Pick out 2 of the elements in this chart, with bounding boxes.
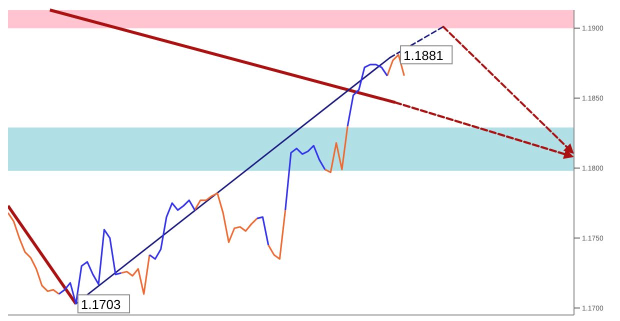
data-label: 1.1881	[404, 48, 444, 63]
data-label: 1.1703	[80, 296, 121, 312]
